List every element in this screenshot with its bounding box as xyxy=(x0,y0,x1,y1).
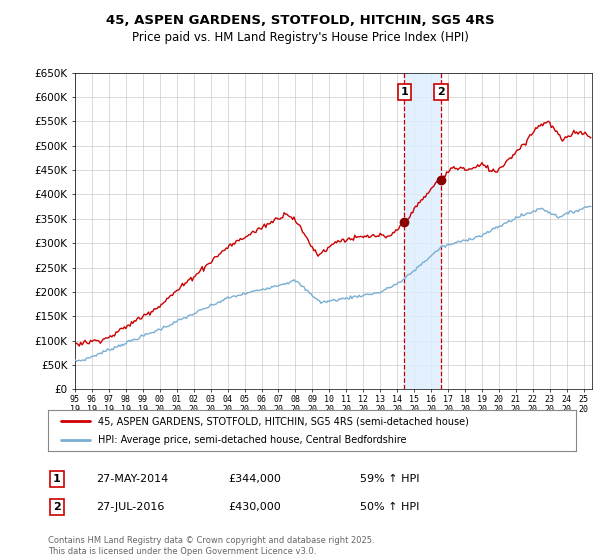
Text: 45, ASPEN GARDENS, STOTFOLD, HITCHIN, SG5 4RS (semi-detached house): 45, ASPEN GARDENS, STOTFOLD, HITCHIN, SG… xyxy=(98,417,469,426)
Text: 2: 2 xyxy=(437,87,445,97)
Text: Price paid vs. HM Land Registry's House Price Index (HPI): Price paid vs. HM Land Registry's House … xyxy=(131,31,469,44)
Text: £430,000: £430,000 xyxy=(228,502,281,512)
Text: £344,000: £344,000 xyxy=(228,474,281,484)
Bar xyxy=(404,73,441,389)
Text: HPI: Average price, semi-detached house, Central Bedfordshire: HPI: Average price, semi-detached house,… xyxy=(98,435,407,445)
Text: 2: 2 xyxy=(53,502,61,512)
Text: 45, ASPEN GARDENS, STOTFOLD, HITCHIN, SG5 4RS: 45, ASPEN GARDENS, STOTFOLD, HITCHIN, SG… xyxy=(106,14,494,27)
Text: 1: 1 xyxy=(400,87,408,97)
Text: 59% ↑ HPI: 59% ↑ HPI xyxy=(360,474,419,484)
Text: 27-JUL-2016: 27-JUL-2016 xyxy=(96,502,164,512)
Text: 1: 1 xyxy=(53,474,61,484)
Text: 27-MAY-2014: 27-MAY-2014 xyxy=(96,474,168,484)
Text: Contains HM Land Registry data © Crown copyright and database right 2025.
This d: Contains HM Land Registry data © Crown c… xyxy=(48,536,374,556)
Text: 50% ↑ HPI: 50% ↑ HPI xyxy=(360,502,419,512)
